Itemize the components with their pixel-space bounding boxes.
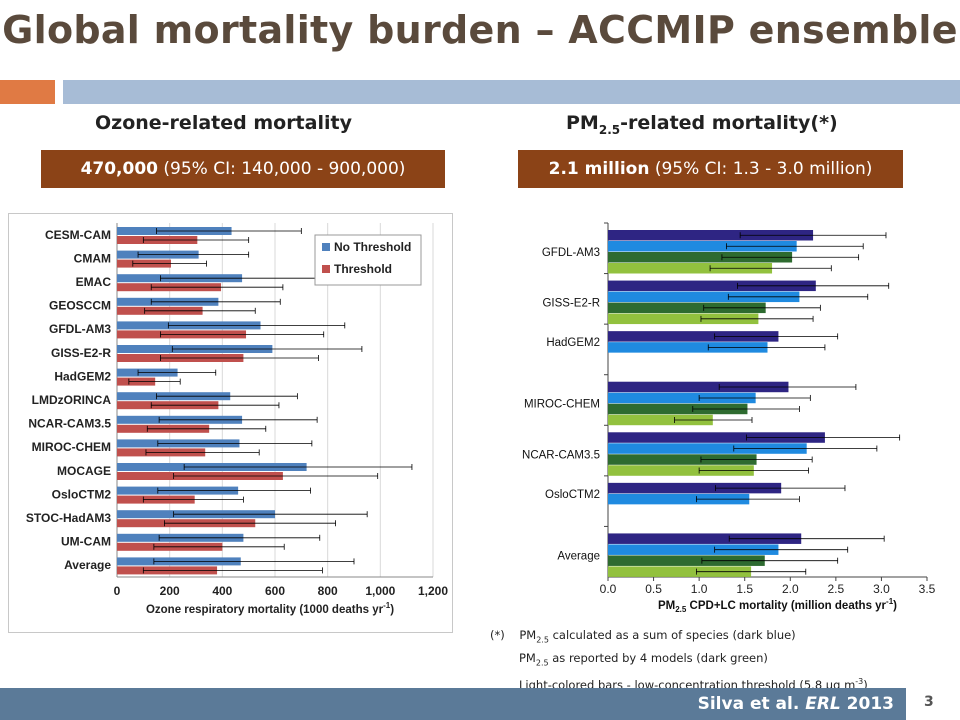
category-label: MOCAGE — [57, 464, 111, 478]
citation: Silva et al. ERL 2013 — [697, 694, 894, 714]
bar — [608, 544, 779, 555]
x-tick-label: 200 — [160, 584, 180, 598]
footnote: (*) PM2.5 calculated as a sum of species… — [490, 626, 868, 693]
category-label: OsloCTM2 — [52, 487, 112, 501]
bar — [608, 263, 773, 274]
category-label: CMAM — [74, 251, 111, 265]
category-label: GFDL-AM3 — [49, 322, 111, 336]
bar — [608, 533, 802, 544]
x-tick-label: 2.5 — [828, 582, 845, 596]
x-tick-label: 0.0 — [600, 582, 617, 596]
x-tick-label: 400 — [212, 584, 232, 598]
category-label: STOC-HadAM3 — [26, 511, 111, 525]
slide-title: Global mortality burden – ACCMIP ensembl… — [2, 8, 958, 52]
x-tick-label: 800 — [318, 584, 338, 598]
x-tick-label: 1,000 — [365, 584, 395, 598]
ozone-mortality-chart: 0 200 400 600 800 1,000 1,200 CESM-CAM CMAM EMAC G… — [8, 213, 453, 633]
x-tick-label: 1,200 — [418, 584, 448, 598]
legend-label: Threshold — [334, 262, 392, 276]
footnote-line-1: (*) PM2.5 calculated as a sum of species… — [490, 628, 796, 645]
footnote-line-2: PM2.5 as reported by 4 models (dark gree… — [519, 651, 768, 668]
bar — [608, 392, 756, 404]
footer-bar: Silva et al. ERL 2013 — [0, 688, 906, 720]
bar — [608, 280, 816, 292]
category-label: EMAC — [76, 275, 112, 289]
bar — [608, 381, 789, 393]
bar — [608, 313, 759, 325]
bar — [608, 465, 754, 476]
x-tick-label: 0.5 — [645, 582, 662, 596]
ozone-heading: Ozone-related mortality — [95, 112, 352, 134]
x-tick-label: 2.0 — [782, 582, 799, 596]
bar — [608, 291, 800, 303]
x-tick-label: 1.0 — [691, 582, 708, 596]
category-label: NCAR-CAM3.5 — [522, 449, 600, 461]
category-label: UM-CAM — [61, 535, 111, 549]
x-axis-title: Ozone respiratory mortality (1000 deaths… — [146, 601, 394, 616]
category-label: CESM-CAM — [45, 228, 111, 242]
bar — [608, 342, 768, 353]
category-label: GISS-E2-R — [51, 346, 111, 360]
legend-box — [314, 234, 422, 286]
category-label: GISS-E2-R — [542, 298, 600, 310]
accent-bar-blue — [63, 80, 960, 104]
category-label: LMDzORINCA — [32, 393, 112, 407]
x-tick-label: 3.5 — [919, 582, 936, 596]
ozone-estimate-box: 470,000 (95% CI: 140,000 - 900,000) — [41, 150, 445, 188]
footnote-line-3: Light-colored bars - low-concentration t… — [519, 676, 868, 692]
bar — [608, 252, 793, 263]
x-tick-label: 600 — [265, 584, 285, 598]
pm-mortality-chart: 0.0 0.5 1.0 1.5 2.0 2.5 3.0 3.5 GFDL-AM3 GISS-E2-… — [522, 222, 936, 614]
x-tick-label: 3.0 — [873, 582, 890, 596]
bar — [608, 302, 766, 314]
bar — [608, 555, 765, 566]
category-label: GFDL-AM3 — [542, 247, 600, 259]
pm-heading: PM2.5-related mortality(*) — [566, 112, 838, 137]
accent-bar-orange — [0, 80, 55, 104]
pm-estimate-box: 2.1 million (95% CI: 1.3 - 3.0 million) — [518, 150, 903, 188]
category-label: MIROC-CHEM — [32, 440, 111, 454]
bar — [608, 432, 825, 443]
x-axis-title: PM2.5 CPD+LC mortality (million deaths y… — [658, 597, 897, 614]
bar — [608, 566, 752, 577]
bar — [608, 403, 748, 415]
legend: No Threshold Threshold — [314, 234, 422, 286]
category-label: GEOSCCM — [49, 299, 111, 313]
category-label: HadGEM2 — [546, 337, 600, 349]
bar — [608, 414, 713, 426]
legend-swatch — [322, 265, 330, 273]
category-label: Average — [64, 558, 111, 572]
bar — [608, 230, 814, 241]
category-label: NCAR-CAM3.5 — [28, 417, 111, 431]
page-number: 3 — [924, 694, 934, 710]
category-label: OsloCTM2 — [545, 489, 600, 501]
bar — [608, 493, 750, 505]
category-label: HadGEM2 — [54, 369, 111, 383]
legend-label: No Threshold — [334, 240, 411, 254]
category-label: MIROC-CHEM — [524, 399, 600, 411]
bar — [608, 241, 797, 252]
x-tick-label: 0 — [114, 584, 121, 598]
category-label: Average — [557, 550, 600, 562]
x-tick-label: 1.5 — [736, 582, 753, 596]
legend-swatch — [322, 243, 330, 251]
bar — [608, 443, 807, 454]
bar — [608, 482, 782, 494]
bar — [608, 454, 757, 465]
bar — [608, 331, 779, 342]
